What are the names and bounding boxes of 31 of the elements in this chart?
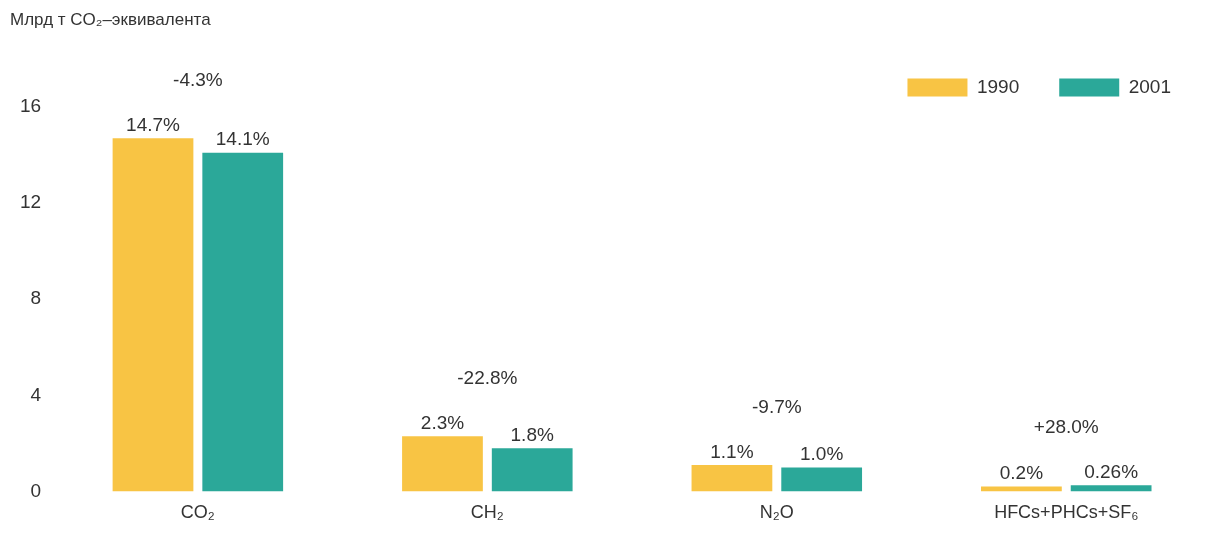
data-label: 1.1% <box>710 440 754 462</box>
x-tick-label: N₂O <box>759 502 794 523</box>
legend-label: 1990 <box>976 75 1020 97</box>
bar <box>781 467 863 492</box>
data-label: 2.3% <box>420 411 465 433</box>
bar <box>402 436 483 492</box>
data-label: 0.2% <box>999 462 1044 484</box>
data-label: 14.1% <box>215 128 270 150</box>
annotation: +28.0% <box>1033 415 1099 437</box>
legend-label: 2001 <box>1128 75 1172 97</box>
x-tick-label: HFCs+PHCs+SF₆ <box>994 502 1139 523</box>
data-label: 1.0% <box>800 443 844 465</box>
y-tick-label: 16 <box>19 95 42 117</box>
data-label: 1.8% <box>510 423 554 445</box>
annotation: -22.8% <box>457 366 518 388</box>
bar <box>691 464 773 492</box>
data-label: 0.26% <box>1084 460 1139 482</box>
y-tick-label: 4 <box>30 383 42 405</box>
y-axis-title: Млрд т CO₂–эквивалента <box>10 10 212 30</box>
bar <box>112 138 194 492</box>
bar <box>202 152 284 492</box>
annotation: -9.7% <box>751 395 802 417</box>
x-tick-label: CH₂ <box>470 502 504 523</box>
text: -4.3% <box>173 68 223 90</box>
y-tick-label: 8 <box>30 287 42 309</box>
x-tick-label: CO₂ <box>180 502 215 523</box>
bar <box>1070 485 1152 492</box>
y-tick-label: 12 <box>19 191 42 213</box>
data-label: 14.7% <box>126 113 181 135</box>
y-tick-label: 0 <box>30 479 42 501</box>
bar <box>491 448 573 492</box>
